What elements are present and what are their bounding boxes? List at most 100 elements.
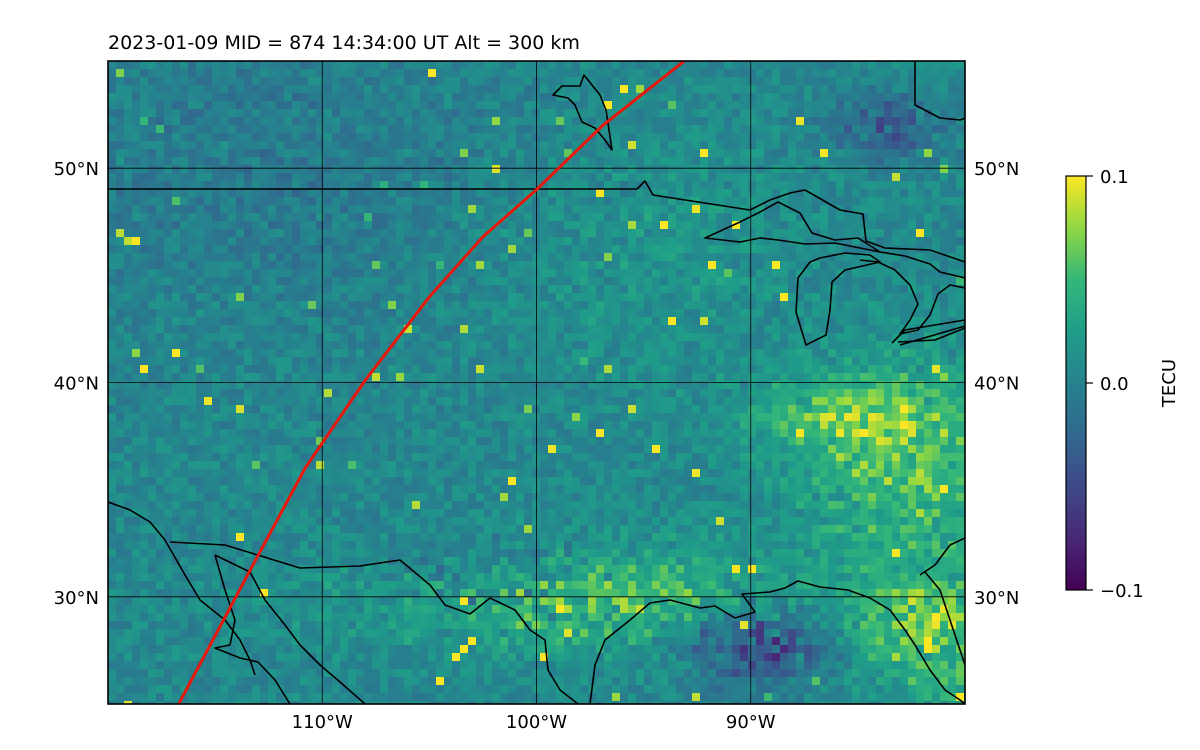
heat-cell bbox=[260, 181, 269, 190]
heat-cell bbox=[444, 341, 453, 350]
heat-cell bbox=[156, 69, 165, 78]
heat-cell bbox=[196, 77, 205, 86]
heat-cell bbox=[868, 173, 877, 182]
heat-cell bbox=[612, 165, 621, 174]
heat-cell bbox=[412, 149, 421, 158]
heat-cell bbox=[804, 149, 813, 158]
heat-cell bbox=[652, 133, 661, 142]
heat-cell bbox=[396, 309, 405, 318]
heat-cell bbox=[692, 277, 701, 286]
heat-cell bbox=[500, 301, 509, 310]
heat-cell bbox=[644, 133, 653, 142]
heat-cell bbox=[372, 365, 381, 374]
heat-cell bbox=[796, 277, 805, 286]
heat-cell bbox=[748, 245, 757, 254]
heat-cell bbox=[684, 213, 693, 222]
heat-cell bbox=[596, 253, 605, 262]
heat-cell bbox=[484, 341, 493, 350]
heat-cell bbox=[748, 229, 757, 238]
heat-cell bbox=[156, 181, 165, 190]
heat-cell bbox=[684, 245, 693, 254]
heat-cell bbox=[412, 357, 421, 366]
heat-cell bbox=[484, 237, 493, 246]
heat-cell bbox=[740, 149, 749, 158]
heat-cell bbox=[236, 357, 245, 366]
heat-cell bbox=[396, 213, 405, 222]
heat-cell bbox=[204, 125, 213, 134]
heat-cell bbox=[380, 149, 389, 158]
heat-cell bbox=[420, 285, 429, 294]
heat-cell bbox=[268, 133, 277, 142]
heat-cell bbox=[868, 165, 877, 174]
heat-cell bbox=[628, 389, 637, 398]
heat-cell bbox=[660, 69, 669, 78]
heat-cell bbox=[708, 373, 717, 382]
heat-cell bbox=[172, 149, 181, 158]
heat-cell bbox=[468, 181, 477, 190]
heat-cell bbox=[644, 397, 653, 406]
heat-cell bbox=[212, 381, 221, 390]
heat-cell bbox=[276, 381, 285, 390]
heat-cell bbox=[516, 253, 525, 262]
heat-cell bbox=[836, 141, 845, 150]
heat-cell bbox=[740, 125, 749, 134]
heat-cell bbox=[884, 293, 893, 302]
heat-cell bbox=[564, 61, 573, 70]
heat-cell bbox=[324, 349, 333, 358]
heat-cell bbox=[844, 181, 853, 190]
heat-cell bbox=[548, 133, 557, 142]
heat-cell bbox=[300, 333, 309, 342]
heat-cell bbox=[460, 405, 469, 414]
heat-cell bbox=[612, 413, 621, 422]
heat-cell bbox=[204, 277, 213, 286]
heat-cell bbox=[852, 229, 861, 238]
heat-cell bbox=[332, 77, 341, 86]
heat-cell bbox=[556, 253, 565, 262]
heat-cell bbox=[644, 237, 653, 246]
heat-cell bbox=[284, 85, 293, 94]
heat-cell bbox=[556, 325, 565, 334]
heat-cell bbox=[348, 405, 357, 414]
heat-cell bbox=[732, 413, 741, 422]
heat-cell bbox=[948, 173, 957, 182]
heat-cell bbox=[788, 389, 797, 398]
heat-cell bbox=[156, 189, 165, 198]
heat-cell bbox=[476, 93, 485, 102]
heat-cell bbox=[812, 277, 821, 286]
heat-cell bbox=[716, 317, 725, 326]
heat-cell bbox=[756, 341, 765, 350]
heat-cell bbox=[252, 149, 261, 158]
heat-cell bbox=[564, 301, 573, 310]
heat-cell bbox=[276, 245, 285, 254]
heat-cell bbox=[780, 245, 789, 254]
heat-cell bbox=[148, 405, 157, 414]
heat-cell bbox=[132, 349, 141, 358]
heat-cell bbox=[476, 197, 485, 206]
heat-cell bbox=[140, 325, 149, 334]
heat-cell bbox=[116, 197, 125, 206]
heat-cell bbox=[724, 405, 733, 414]
heat-cell bbox=[444, 253, 453, 262]
heat-cell bbox=[612, 141, 621, 150]
heat-cell bbox=[300, 157, 309, 166]
heat-cell bbox=[740, 61, 749, 70]
heat-cell bbox=[228, 237, 237, 246]
heat-cell bbox=[644, 213, 653, 222]
heat-cell bbox=[796, 173, 805, 182]
heat-cell bbox=[556, 293, 565, 302]
heat-cell bbox=[668, 69, 677, 78]
heat-cell bbox=[628, 381, 637, 390]
heat-cell bbox=[300, 61, 309, 70]
heat-cell bbox=[308, 269, 317, 278]
heat-cell bbox=[636, 229, 645, 238]
heat-cell bbox=[708, 357, 717, 366]
heat-cell bbox=[876, 317, 885, 326]
heat-cell bbox=[804, 133, 813, 142]
heat-cell bbox=[828, 293, 837, 302]
heat-cell bbox=[916, 117, 925, 126]
heat-cell bbox=[556, 149, 565, 158]
heat-cell bbox=[372, 261, 381, 270]
heat-cell bbox=[628, 413, 637, 422]
heat-cell bbox=[388, 149, 397, 158]
heat-cell bbox=[220, 197, 229, 206]
